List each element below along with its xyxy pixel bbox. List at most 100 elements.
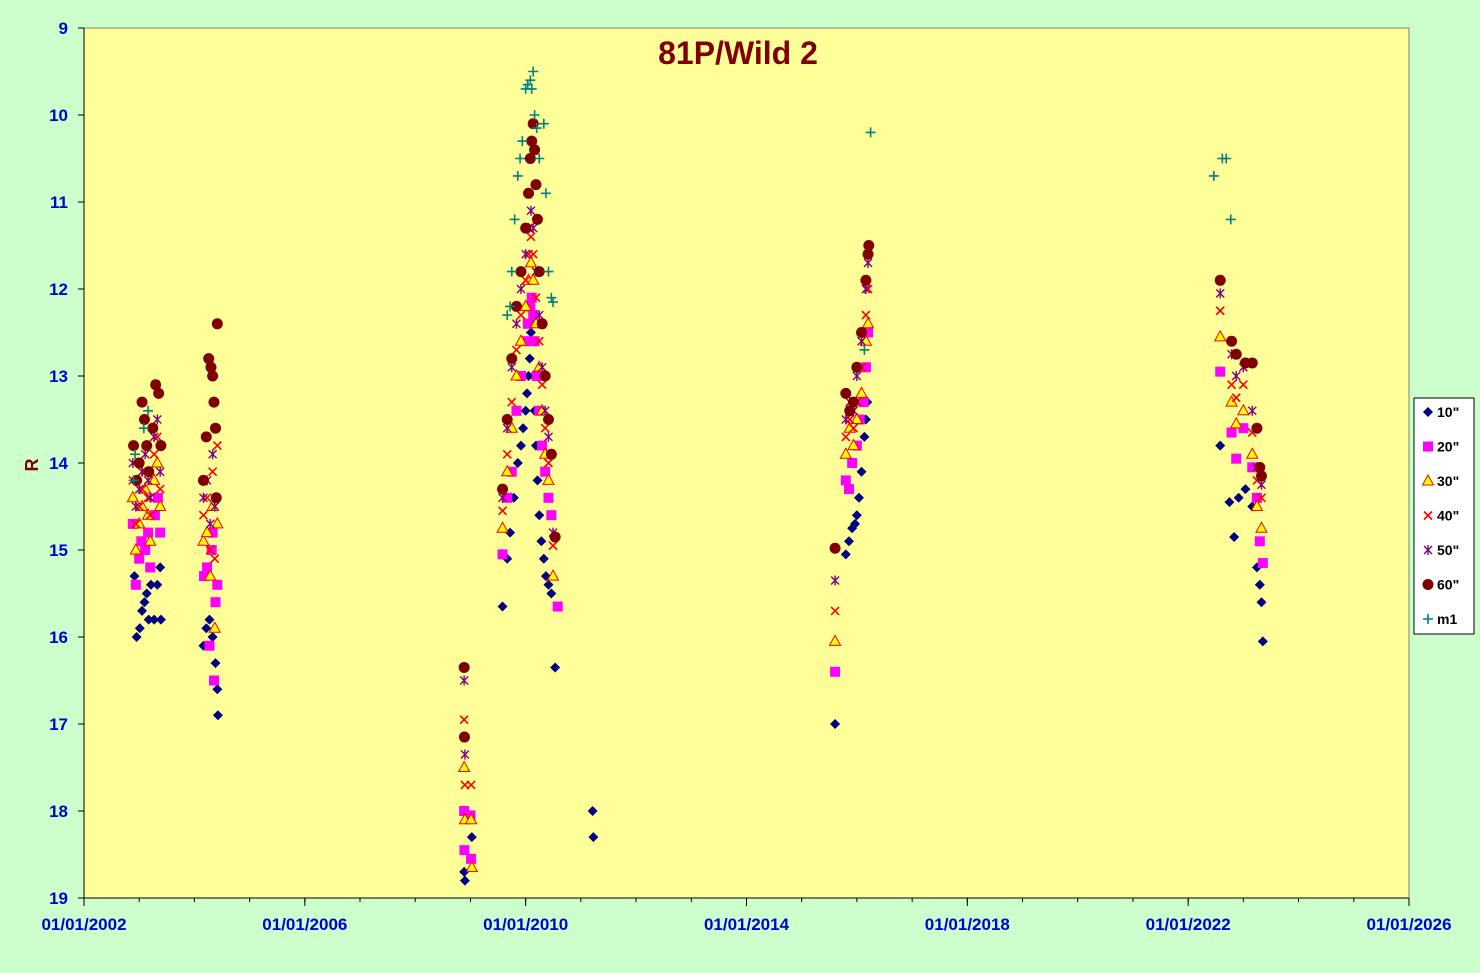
data-point xyxy=(1254,579,1265,590)
data-point xyxy=(536,318,548,330)
data-point xyxy=(507,397,517,407)
data-point xyxy=(538,553,549,564)
data-point xyxy=(496,521,509,533)
data-point xyxy=(459,715,469,725)
data-point xyxy=(1257,636,1268,647)
data-point xyxy=(141,588,152,599)
data-point xyxy=(512,458,523,468)
data-point xyxy=(502,449,512,459)
data-point xyxy=(210,554,220,564)
data-point xyxy=(521,275,531,285)
data-point xyxy=(830,606,840,616)
data-point xyxy=(203,353,215,365)
data-point xyxy=(1251,422,1263,434)
data-point xyxy=(848,396,860,408)
data-point xyxy=(1254,461,1266,473)
series-7 xyxy=(128,66,1236,486)
legend: 10" 20" 30" 40" 50" 60" m1 xyxy=(1413,397,1475,635)
data-point xyxy=(526,292,537,303)
data-point xyxy=(519,299,533,311)
data-point xyxy=(466,832,477,843)
data-point xyxy=(520,222,532,234)
data-point xyxy=(542,473,555,485)
data-point xyxy=(208,449,218,460)
legend-marker xyxy=(1423,441,1433,452)
data-point xyxy=(528,249,538,259)
data-point xyxy=(851,510,862,521)
data-point xyxy=(1251,492,1262,503)
data-point xyxy=(1230,348,1242,360)
data-point xyxy=(858,397,869,408)
data-point xyxy=(1215,440,1226,451)
data-point xyxy=(150,455,164,468)
data-point xyxy=(1226,427,1237,438)
data-point xyxy=(537,380,547,390)
data-point xyxy=(147,422,159,434)
y-tick-label: 9 xyxy=(59,19,68,38)
data-point xyxy=(587,806,598,816)
data-point xyxy=(210,492,222,504)
data-point xyxy=(516,284,526,294)
y-axis-title: R xyxy=(22,459,42,472)
axes: 9 10 11 12 13 14 15 16 17 18 19 01/01/2002 01/01/200… xyxy=(41,19,1451,934)
data-point xyxy=(526,232,536,242)
y-tick-label: 11 xyxy=(50,193,68,212)
data-point xyxy=(828,634,842,646)
data-point xyxy=(131,519,141,529)
data-point xyxy=(139,597,150,608)
data-point xyxy=(543,266,554,277)
data-point xyxy=(863,327,874,338)
data-point xyxy=(847,438,860,451)
data-point xyxy=(1240,484,1251,495)
data-point xyxy=(859,344,870,355)
data-point xyxy=(522,388,533,399)
data-point xyxy=(147,473,161,485)
data-point xyxy=(855,386,868,398)
data-point xyxy=(531,213,543,225)
data-point xyxy=(208,396,220,408)
data-point xyxy=(465,860,479,873)
data-point xyxy=(210,597,221,608)
data-point xyxy=(140,449,150,460)
data-point xyxy=(207,370,219,382)
data-point xyxy=(202,562,213,573)
data-point xyxy=(839,447,853,459)
data-point xyxy=(1215,306,1225,316)
data-point xyxy=(152,414,162,425)
data-point xyxy=(843,484,854,495)
data-point xyxy=(129,542,143,555)
data-point xyxy=(136,536,147,547)
data-point xyxy=(546,510,557,521)
legend-label: 50" xyxy=(1437,542,1459,558)
x-tick-label: 01/01/2018 xyxy=(925,915,1010,934)
data-point xyxy=(1256,597,1267,608)
data-point xyxy=(511,405,522,416)
x-tick-label: 01/01/2022 xyxy=(1146,915,1231,934)
data-point xyxy=(1215,288,1225,299)
data-point xyxy=(537,362,547,373)
data-point xyxy=(143,527,154,538)
data-point xyxy=(502,310,513,321)
x-tick-label: 01/01/2026 xyxy=(1366,915,1451,934)
data-point xyxy=(459,866,470,877)
data-point xyxy=(517,136,528,147)
data-point xyxy=(546,569,560,581)
data-point xyxy=(844,405,856,417)
data-point xyxy=(143,466,155,478)
data-point xyxy=(530,179,542,191)
data-point xyxy=(526,273,540,285)
data-point xyxy=(543,431,553,442)
data-point xyxy=(506,353,518,365)
data-point xyxy=(134,623,145,634)
data-point xyxy=(1257,558,1268,569)
data-point xyxy=(548,297,559,308)
data-point xyxy=(199,571,210,582)
data-point xyxy=(150,379,162,391)
data-point xyxy=(1229,531,1240,542)
data-point xyxy=(538,118,549,129)
data-point xyxy=(134,484,144,495)
data-point xyxy=(851,361,863,373)
data-point xyxy=(534,510,545,521)
data-point xyxy=(143,614,154,625)
y-tick-label: 13 xyxy=(49,367,68,386)
